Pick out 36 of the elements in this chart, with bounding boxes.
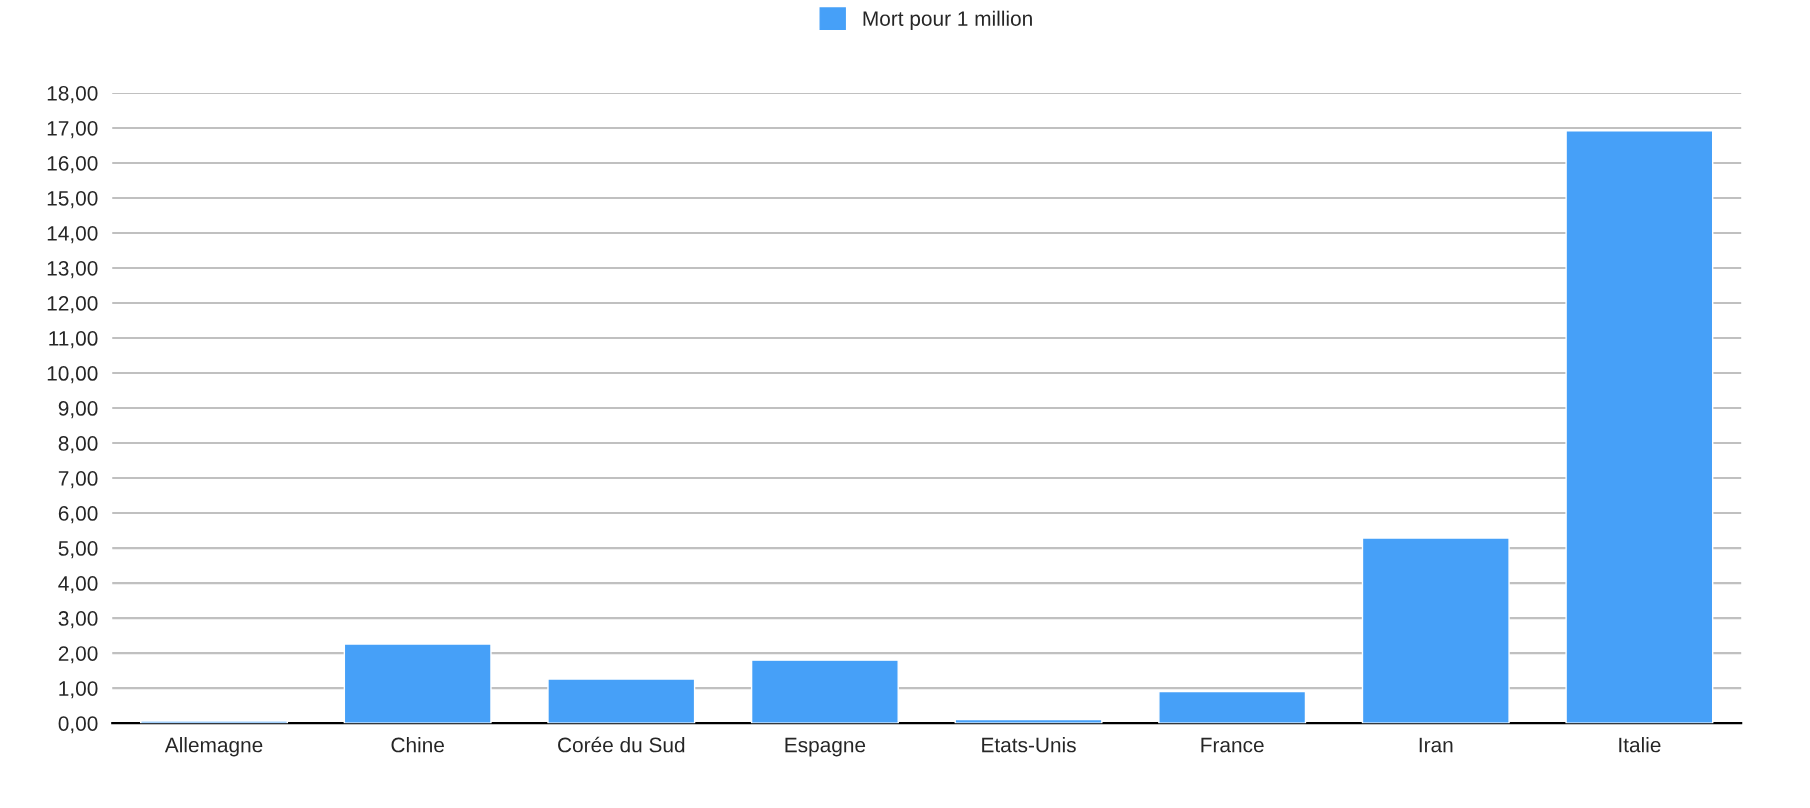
legend-label: Mort pour 1 million (863, 10, 1032, 31)
y-tick-label: 2,00 (58, 646, 98, 664)
y-tick-label: 0,00 (58, 716, 98, 734)
x-tick-label: Espagne (785, 737, 866, 757)
y-tick-label: 18,00 (47, 85, 98, 104)
y-tick-label: 15,00 (47, 190, 98, 209)
y-tick-label: 7,00 (58, 471, 98, 489)
x-tick-label: Allemagne (164, 737, 263, 757)
y-tick-label: 12,00 (47, 296, 98, 314)
y-tick-label: 9,00 (58, 401, 98, 419)
x-tick-label: Italie (1619, 737, 1661, 753)
bar (750, 659, 899, 724)
x-tick-label: Etats-Unis (982, 737, 1076, 753)
bar (547, 678, 696, 724)
x-tick-label: France (1201, 737, 1264, 753)
y-tick-label: 1,00 (59, 681, 98, 699)
y-tick-label: 4,00 (58, 576, 98, 594)
y-tick-label: 16,00 (47, 155, 98, 174)
bar (1158, 690, 1307, 724)
y-tick-label: 10,00 (47, 366, 98, 384)
y-tick-label: 11,00 (49, 331, 98, 349)
x-tick-label: Corée du Sud (558, 736, 685, 753)
bar (954, 718, 1103, 724)
bar (1565, 130, 1714, 724)
bar (343, 643, 492, 724)
y-tick-label: 5,00 (58, 541, 98, 559)
y-tick-label: 6,00 (58, 506, 98, 524)
x-tick-label: Iran (1419, 737, 1453, 753)
bar (1361, 537, 1510, 724)
y-tick-label: 13,00 (47, 260, 98, 279)
y-tick-label: 17,00 (47, 120, 98, 139)
y-tick-label: 3,00 (58, 611, 98, 629)
x-tick-label: Chine (391, 737, 444, 753)
bar (140, 720, 289, 724)
y-tick-label: 8,00 (58, 436, 98, 454)
y-tick-label: 14,00 (47, 225, 98, 244)
